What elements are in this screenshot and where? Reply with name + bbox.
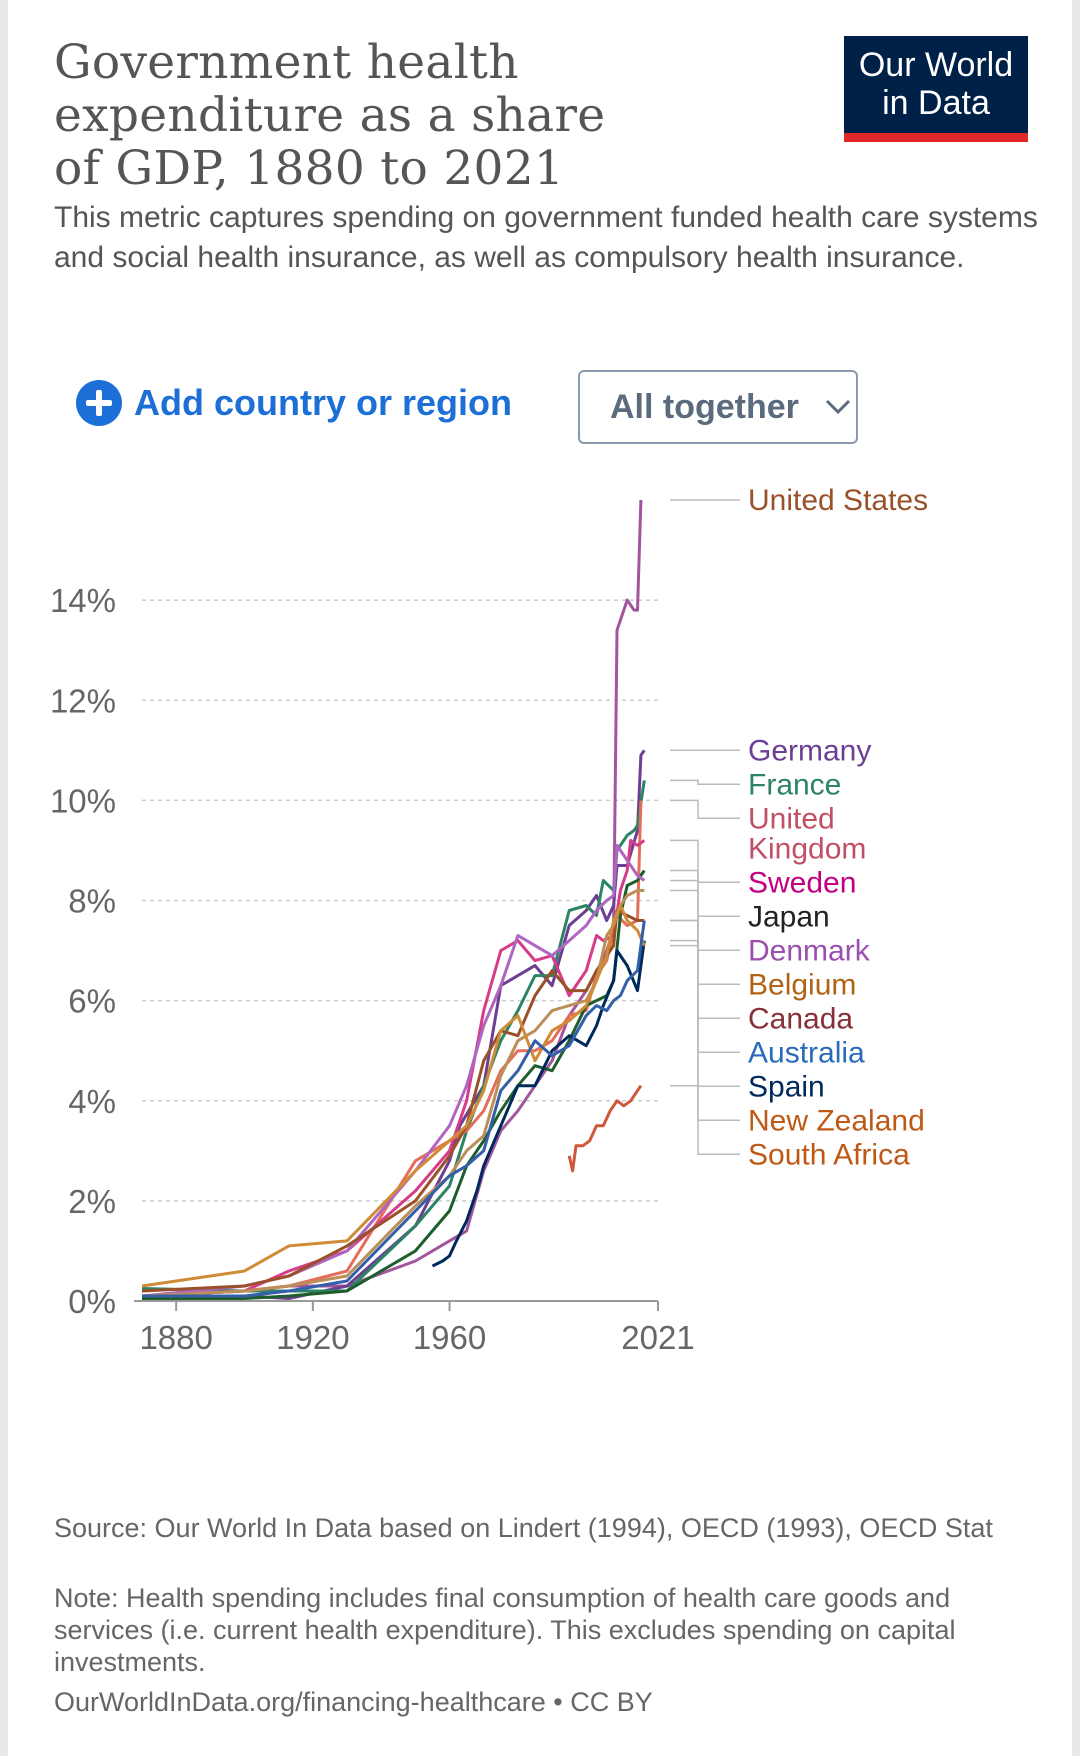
series-label-united-kingdom: United Kingdom xyxy=(748,802,866,865)
add-country-button[interactable]: Add country or region xyxy=(76,378,512,428)
connector-sweden xyxy=(670,839,740,884)
series-label-japan: Japan xyxy=(748,900,830,933)
view-mode-select[interactable]: All together xyxy=(578,370,858,444)
y-tick-label: 8% xyxy=(68,883,116,920)
y-tick-label: 14% xyxy=(50,582,116,619)
connector-south-africa xyxy=(670,1084,740,1156)
series-line-australia xyxy=(142,920,646,1298)
logo-red-bar xyxy=(844,133,1028,142)
y-tick-label: 6% xyxy=(68,983,116,1020)
series-label-sweden: Sweden xyxy=(748,866,856,899)
x-tick-label: 1960 xyxy=(413,1319,486,1356)
chevron-down-icon xyxy=(825,399,850,415)
add-country-label: Add country or region xyxy=(134,382,512,423)
series-label-canada: Canada xyxy=(748,1002,853,1035)
x-axis: 1880 1920 1960 2021 xyxy=(134,1300,695,1356)
series-line-france xyxy=(141,780,646,1293)
series-label-belgium: Belgium xyxy=(748,968,856,1001)
connector-canada xyxy=(670,919,740,1020)
series-label-australia: Australia xyxy=(748,1036,865,1069)
label-connectors xyxy=(670,499,740,1156)
series-label-south-africa: South Africa xyxy=(748,1138,910,1171)
x-tick-label: 1880 xyxy=(139,1319,212,1356)
chart-card: Government health expenditure as a share… xyxy=(8,0,1072,1756)
connector-united-kingdom xyxy=(670,799,740,820)
y-tick-label: 4% xyxy=(68,1083,116,1120)
line-chart: 0% 2% 4% 6% 8% 10% 12% 14% 1880 1920 1960 2021 Uni… xyxy=(50,484,928,1356)
series-line-spain xyxy=(431,940,646,1268)
series-label-new-zealand: New Zealand xyxy=(748,1104,925,1137)
series-label-denmark: Denmark xyxy=(748,934,871,967)
series-line-new-zealand xyxy=(141,904,646,1288)
logo-line-2: in Data xyxy=(882,84,990,122)
view-mode-value: All together xyxy=(610,387,799,426)
source-note: Source: Our World In Data based on Linde… xyxy=(54,1513,993,1543)
x-tick-label: 1920 xyxy=(276,1319,349,1356)
series-label-germany: Germany xyxy=(748,734,871,767)
connector-new-zealand xyxy=(670,944,740,1122)
y-tick-label: 12% xyxy=(50,682,116,719)
series-label-spain: Spain xyxy=(748,1070,825,1103)
y-tick-label: 10% xyxy=(50,782,116,819)
chart-subtitle: This metric captures spending on governm… xyxy=(54,201,1038,274)
connector-belgium xyxy=(670,889,740,986)
plus-circle-icon xyxy=(76,380,122,426)
series-label-united-states: United States xyxy=(748,484,928,517)
connector-spain xyxy=(670,939,740,1088)
series-line-japan xyxy=(142,869,646,1300)
footnote: Note: Health spending includes final con… xyxy=(54,1583,956,1677)
connector-france xyxy=(670,779,740,786)
x-tick-label: 2021 xyxy=(621,1319,694,1356)
series-label-france: France xyxy=(748,768,841,801)
series-line-sweden xyxy=(141,838,646,1298)
series-line-south-africa xyxy=(567,1084,643,1173)
gridlines xyxy=(142,599,658,1202)
series-line-denmark xyxy=(141,843,646,1298)
owid-logo[interactable]: Our World in Data xyxy=(844,36,1028,142)
y-tick-label: 2% xyxy=(68,1183,116,1220)
logo-line-1: Our World xyxy=(858,46,1014,84)
source-link[interactable]: OurWorldInData.org/financing-healthcare … xyxy=(54,1687,653,1717)
y-tick-label: 0% xyxy=(68,1283,116,1320)
connector-japan xyxy=(670,869,740,918)
y-axis-ticks: 0% 2% 4% 6% 8% 10% 12% 14% xyxy=(50,582,116,1320)
chart-title: Government health expenditure as a share… xyxy=(54,35,606,196)
series-lines xyxy=(141,499,646,1300)
series-line-united-states xyxy=(141,499,643,1298)
